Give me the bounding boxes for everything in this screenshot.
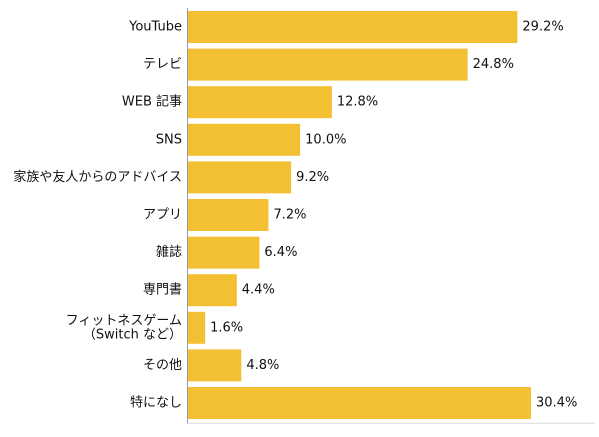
bar: [187, 86, 332, 119]
category-label: YouTube: [128, 20, 182, 35]
category-label: フィットネスゲーム: [66, 313, 182, 328]
category-label: その他: [143, 358, 182, 373]
category-label: 家族や友人からのアドバイス: [13, 169, 182, 185]
category-label: 専門書: [143, 283, 182, 298]
category-label: （Switch など）: [83, 327, 182, 342]
bar: [187, 11, 518, 43]
category-label: SNS: [156, 132, 182, 147]
value-label: 10.0%: [305, 132, 346, 147]
category-label: WEB 記事: [122, 94, 182, 110]
value-label: 9.2%: [296, 170, 329, 185]
value-label: 6.4%: [264, 245, 297, 260]
bar: [187, 311, 206, 344]
value-label: 30.4%: [536, 396, 577, 411]
bar: [187, 161, 292, 194]
category-label: 特になし: [130, 396, 182, 411]
value-label: 24.8%: [473, 57, 514, 72]
category-label: アプリ: [143, 208, 182, 223]
value-label: 12.8%: [337, 95, 378, 110]
category-label: テレビ: [143, 57, 182, 72]
value-label: 7.2%: [273, 208, 306, 223]
bar: [187, 349, 242, 382]
value-label: 1.6%: [210, 320, 243, 335]
value-label: 29.2%: [522, 20, 563, 35]
bar: [187, 199, 269, 231]
bar: [187, 274, 237, 307]
bar: [187, 236, 260, 269]
value-label: 4.4%: [242, 283, 275, 298]
bar: [187, 48, 468, 81]
category-label: 雑誌: [156, 244, 182, 260]
value-label: 4.8%: [246, 358, 279, 373]
bar: [187, 123, 301, 156]
bar: [187, 387, 531, 419]
